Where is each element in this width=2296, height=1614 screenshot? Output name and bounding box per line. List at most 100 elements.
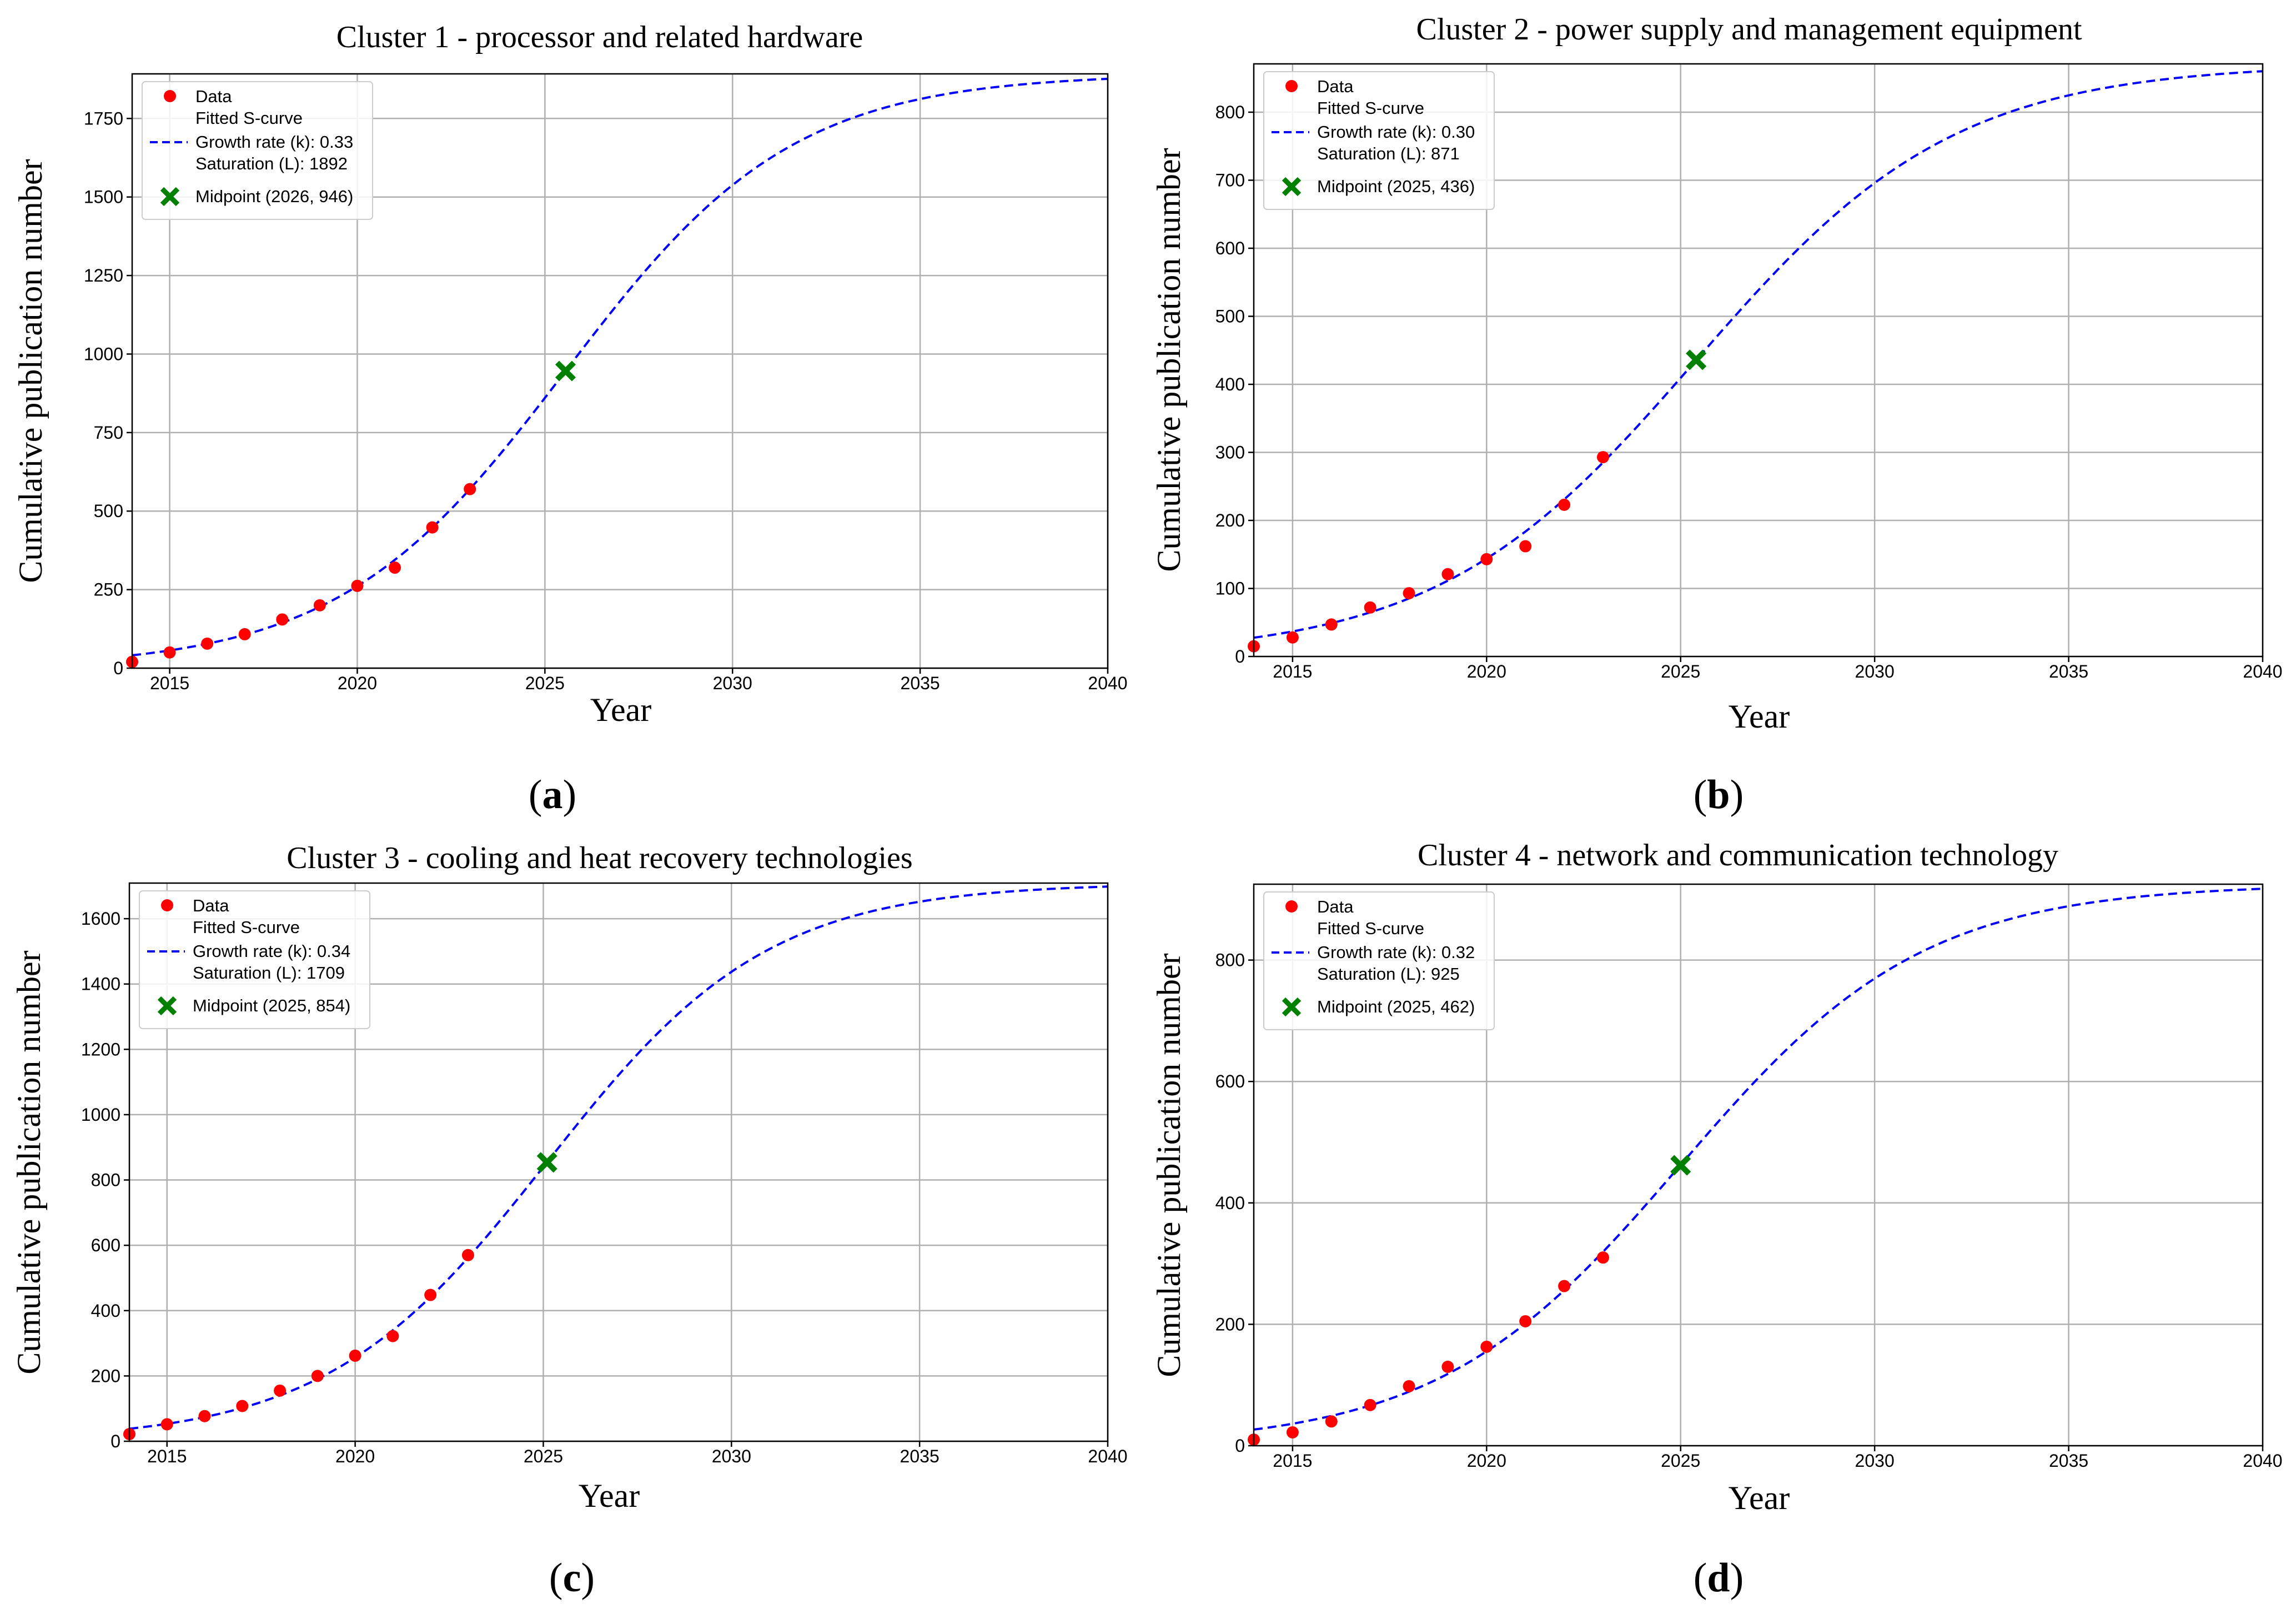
x-tick-label: 2035 xyxy=(2049,1451,2088,1471)
data-point xyxy=(1403,1380,1415,1392)
data-point xyxy=(198,1410,211,1422)
chart-panel-b: Cluster 2 - power supply and management … xyxy=(1150,12,2283,818)
panel-caption-letter: c xyxy=(563,1555,581,1601)
midpoint-marker xyxy=(1686,349,1707,370)
panel-caption: (d) xyxy=(1694,1555,1744,1601)
legend-saturation-label: Saturation (L): 1709 xyxy=(193,963,345,983)
y-tick-label: 750 xyxy=(94,423,123,443)
x-tick-label: 2015 xyxy=(1273,1451,1312,1471)
data-point xyxy=(276,613,289,626)
x-tick-label: 2020 xyxy=(335,1446,375,1466)
legend-box xyxy=(1263,71,1495,210)
midpoint-marker xyxy=(1670,1155,1691,1176)
y-tick-label: 1600 xyxy=(81,909,120,929)
data-point xyxy=(1364,601,1376,614)
y-tick-label: 1250 xyxy=(84,265,123,285)
data-point xyxy=(349,1349,361,1362)
chart-panel-a: Cluster 1 - processor and related hardwa… xyxy=(12,20,1128,818)
legend: Data Fitted S-curve Growth rate (k): 0.33 S… xyxy=(142,81,373,220)
y-tick-label: 1200 xyxy=(81,1039,120,1059)
chart-title: Cluster 2 - power supply and management … xyxy=(1416,12,2082,47)
data-point xyxy=(1286,1426,1299,1438)
legend-midpoint-marker xyxy=(160,187,180,207)
legend-box xyxy=(142,81,373,220)
y-tick-label: 1500 xyxy=(84,187,123,207)
legend-fitted-label: Fitted S-curve xyxy=(1317,919,1424,938)
x-tick-label: 2015 xyxy=(1273,661,1312,681)
y-tick-label: 600 xyxy=(91,1235,120,1255)
legend-midpoint-marker xyxy=(1282,177,1302,197)
chart-panel-d: Cluster 4 - network and communication te… xyxy=(1150,838,2283,1601)
chart-panel-c: Cluster 3 - cooling and heat recovery te… xyxy=(11,841,1128,1601)
x-axis-title: Year xyxy=(590,691,652,728)
x-tick-label: 2030 xyxy=(1855,661,1895,681)
axes-frame xyxy=(131,73,1109,669)
data-point xyxy=(464,483,476,495)
data-point xyxy=(1286,631,1299,644)
data-point xyxy=(426,521,439,534)
chart-title: Cluster 1 - processor and related hardwa… xyxy=(336,20,863,54)
legend-fitted-label: Fitted S-curve xyxy=(195,108,303,128)
y-tick-label: 1000 xyxy=(81,1105,120,1125)
data-point xyxy=(1364,1399,1376,1411)
legend-midpoint-label: Midpoint (2025, 462) xyxy=(1317,997,1475,1016)
data-point xyxy=(313,599,326,611)
y-axis-title: Cumulative publication number xyxy=(1150,148,1187,572)
legend-growth-label: Growth rate (k): 0.33 xyxy=(195,132,353,152)
legend-saturation-label: Saturation (L): 925 xyxy=(1317,964,1460,984)
data-point xyxy=(238,628,251,640)
data-point xyxy=(1519,540,1532,553)
panel-caption: (c) xyxy=(549,1555,595,1601)
panel-caption: (b) xyxy=(1694,772,1744,818)
data-point xyxy=(1441,1360,1454,1373)
x-tick-label: 2030 xyxy=(713,673,752,693)
x-tick-label: 2035 xyxy=(2049,661,2088,681)
x-tick-label: 2040 xyxy=(2243,1451,2282,1471)
x-tick-label: 2030 xyxy=(712,1446,751,1466)
legend-box xyxy=(139,890,370,1029)
axes-frame xyxy=(128,882,1109,1442)
axes-frame xyxy=(1253,63,2264,658)
legend-midpoint-marker xyxy=(1282,997,1302,1017)
data-point xyxy=(424,1289,437,1301)
x-tick-label: 2040 xyxy=(1088,1446,1127,1466)
y-tick-label: 600 xyxy=(1215,238,1245,258)
y-tick-label: 800 xyxy=(1215,102,1245,122)
legend-box xyxy=(1263,891,1495,1030)
fitted-s-curve xyxy=(129,885,1108,1430)
legend: Data Fitted S-curve Growth rate (k): 0.34S… xyxy=(139,890,370,1029)
data-point xyxy=(351,579,364,592)
y-tick-label: 1750 xyxy=(84,108,123,128)
legend-data-label: Data xyxy=(193,896,229,915)
data-point xyxy=(1558,498,1571,511)
x-tick-label: 2035 xyxy=(901,673,940,693)
data-point xyxy=(1480,1340,1493,1353)
legend-saturation-label: Saturation (L): 871 xyxy=(1317,144,1460,163)
y-axis-title: Cumulative publication number xyxy=(12,159,49,583)
x-axis-title: Year xyxy=(1729,1480,1790,1516)
legend-data-marker xyxy=(1285,80,1298,92)
y-tick-label: 0 xyxy=(1235,646,1245,666)
y-tick-label: 400 xyxy=(1215,1193,1245,1213)
y-tick-label: 800 xyxy=(1215,950,1245,970)
x-tick-label: 2020 xyxy=(1467,661,1506,681)
y-tick-label: 250 xyxy=(94,580,123,600)
y-tick-label: 0 xyxy=(110,1431,120,1451)
legend-data-marker xyxy=(1285,900,1298,913)
legend-fitted-label: Fitted S-curve xyxy=(193,918,300,937)
x-tick-label: 2040 xyxy=(1088,673,1127,693)
legend-saturation-label: Saturation (L): 1892 xyxy=(195,154,348,173)
y-tick-label: 400 xyxy=(1215,374,1245,394)
y-tick-label: 100 xyxy=(1215,578,1245,598)
x-axis-title: Year xyxy=(579,1477,640,1514)
data-point xyxy=(1441,568,1454,580)
legend-growth-label: Growth rate (k): 0.30 xyxy=(1317,122,1475,142)
y-tick-label: 500 xyxy=(1215,306,1245,326)
data-point xyxy=(1403,587,1415,600)
x-tick-label: 2025 xyxy=(1661,661,1700,681)
x-tick-label: 2025 xyxy=(1661,1451,1700,1471)
x-tick-label: 2035 xyxy=(900,1446,939,1466)
x-tick-label: 2025 xyxy=(525,673,565,693)
y-tick-label: 200 xyxy=(91,1366,120,1386)
